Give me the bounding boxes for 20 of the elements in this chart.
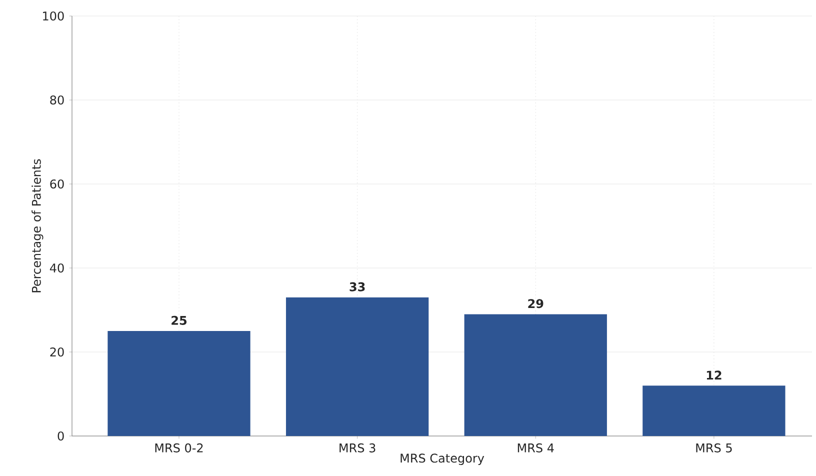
y-tick-label: 20: [50, 347, 64, 357]
data-label: 29: [528, 299, 544, 308]
y-tick-label: 60: [50, 179, 64, 189]
y-tick-label: 100: [43, 11, 64, 21]
y-tick-label: 40: [50, 263, 64, 273]
x-tick-label: MRS 3: [340, 443, 376, 452]
y-tick-label: 80: [50, 95, 64, 105]
x-axis-title: MRS Category: [400, 454, 484, 466]
x-tick-label: MRS 4: [518, 443, 554, 452]
bar: [108, 331, 250, 436]
x-tick-label: MRS 0-2: [155, 443, 203, 452]
bar: [286, 297, 429, 436]
bar: [464, 314, 607, 436]
data-label: 33: [350, 282, 365, 292]
y-axis-title: Percentage of Patients: [32, 159, 44, 292]
data-label: 12: [706, 370, 722, 380]
y-tick-label: 0: [58, 431, 64, 441]
bar: [642, 386, 786, 436]
x-tick-label: MRS 5: [696, 443, 732, 452]
data-label: 25: [172, 316, 187, 325]
